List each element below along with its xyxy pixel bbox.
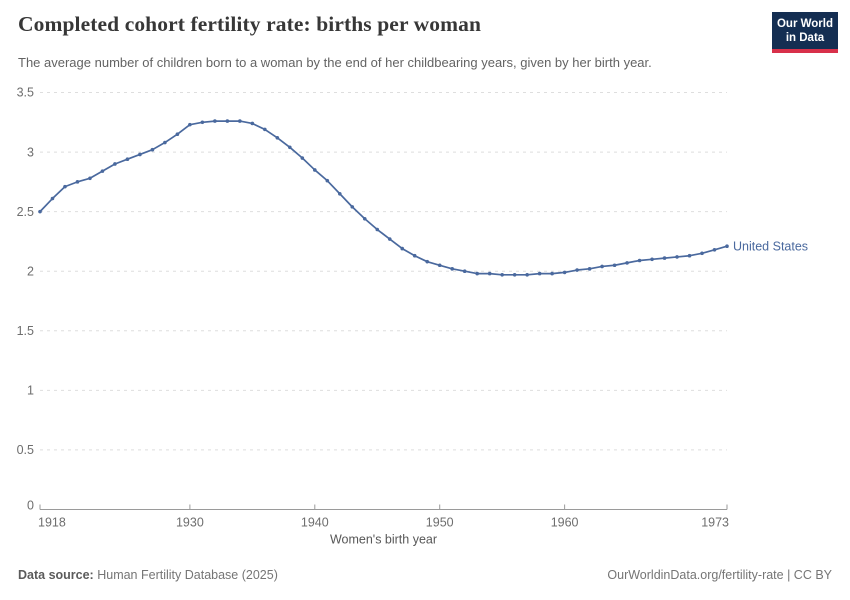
owid-logo: Our World in Data [772,12,838,53]
data-point [325,178,330,183]
x-axis-tick-label: 1940 [301,516,329,530]
data-point [587,267,592,271]
data-point [200,120,205,125]
data-point [512,272,517,277]
data-point [537,271,542,276]
data-point [250,121,255,126]
data-point [550,271,554,276]
x-axis-tick-label: 1930 [176,516,204,530]
data-point [75,180,80,184]
data-point [637,258,642,263]
data-point [487,271,492,276]
x-axis-tick-label: 1918 [38,516,66,530]
attribution: OurWorldinData.org/fertility-rate | CC B… [607,568,832,582]
data-point [575,268,579,272]
data-point [175,132,180,136]
data-point [113,162,117,166]
data-point [600,264,604,269]
data-point [387,237,392,241]
data-point [88,176,92,181]
data-point [275,135,280,140]
y-axis-tick-label: 0 [27,499,34,513]
data-point [400,246,405,251]
data-point [412,253,417,258]
data-point [712,247,717,252]
chart-title: Completed cohort fertility rate: births … [18,12,482,36]
y-axis-tick-label: 3.5 [17,86,34,100]
x-axis-tick-label: 1973 [701,516,729,530]
data-point [288,145,292,150]
data-point [625,261,629,265]
data-point [662,256,667,260]
data-point [50,196,55,201]
data-point [375,227,380,232]
y-axis-tick-label: 1.5 [17,324,34,338]
y-axis-tick-label: 2.5 [17,205,34,219]
y-axis-tick-label: 3 [27,145,34,159]
data-point [125,157,130,162]
owid-logo-line2: in Data [785,32,825,44]
chart-subtitle: The average number of children born to a… [18,55,652,70]
data-point [362,216,367,221]
data-point [475,271,479,276]
owid-logo-line1: Our World [776,18,833,30]
data-point [687,253,692,258]
data-point [38,209,42,214]
data-source: Data source: Human Fertility Database (2… [18,568,278,582]
data-point [700,251,704,256]
data-point [675,255,679,259]
x-axis-tick-label: 1950 [426,516,454,530]
x-axis-tick-label: 1960 [551,516,579,530]
data-point [450,267,455,271]
data-point [238,119,242,123]
data-point [525,272,529,277]
data-point [725,244,729,248]
y-axis-tick-label: 0.5 [17,443,34,457]
data-point [138,152,142,157]
data-point [337,191,342,196]
chart-footer: Data source: Human Fertility Database (2… [18,568,832,582]
data-source-value: Human Fertility Database (2025) [97,568,278,582]
data-point [213,119,217,123]
data-point [263,127,267,132]
x-axis-title: Women's birth year [330,533,437,547]
y-axis-tick-label: 1 [27,384,34,398]
data-point [650,257,654,262]
data-point [500,272,504,277]
data-point [462,269,467,274]
data-point [163,140,167,145]
fertility-trend-line [39,120,728,276]
data-source-label: Data source: [18,568,94,582]
data-point [100,169,105,173]
data-point [63,184,67,189]
data-point [562,270,567,275]
data-point [188,122,192,127]
data-point [612,263,617,268]
data-point [300,156,305,160]
y-axis-tick-label: 2 [27,264,34,278]
data-point [425,259,430,264]
series-label: United States [733,239,808,253]
data-point [350,205,355,209]
data-point [150,147,155,152]
data-point [437,263,442,268]
data-point [313,168,317,172]
data-point [225,119,230,123]
